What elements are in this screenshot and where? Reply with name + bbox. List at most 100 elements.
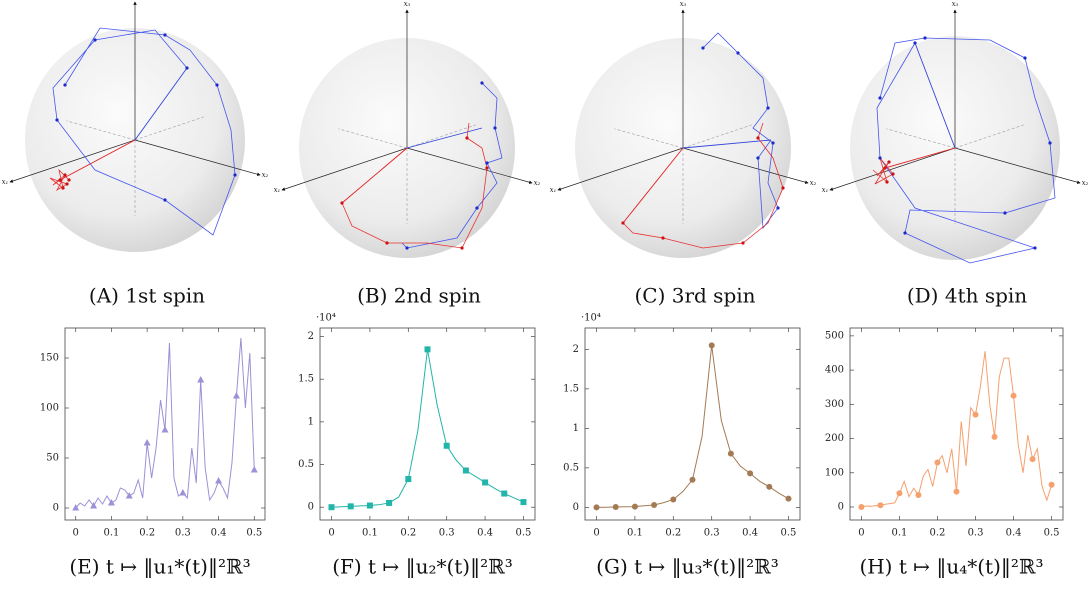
scale-label: ·10⁴: [316, 313, 336, 324]
sphere-panel: x₁ x₂ x₃ (D) 4th spin: [822, 0, 1089, 308]
red-dot: [756, 136, 760, 140]
x-tick-label: 0.4: [742, 528, 758, 539]
red-dot: [465, 136, 469, 140]
axis-label: x₃: [404, 0, 411, 8]
marker: [612, 503, 619, 510]
caption: (D) 4th spin: [907, 284, 1027, 308]
blue-dot: [913, 41, 917, 45]
blue-dot: [63, 83, 67, 87]
y-tick-label: 150: [40, 353, 59, 364]
y-tick-label: 50: [46, 453, 59, 464]
red-vector: [622, 147, 684, 224]
plot-frame: [584, 327, 801, 521]
x-tick-label: 0.1: [362, 528, 378, 539]
blue-dot: [1033, 246, 1037, 250]
blue-vector: [682, 139, 772, 149]
blue-dot: [756, 156, 760, 160]
red-dot: [891, 172, 895, 176]
marker: [520, 499, 527, 506]
axis-label: x₁: [274, 186, 281, 194]
red-dot: [460, 246, 464, 250]
axis-line: [829, 147, 956, 191]
axis-line: [9, 139, 136, 183]
marker: [747, 470, 754, 477]
x-tick-label: 0.4: [211, 528, 227, 539]
plot-frame: [64, 327, 266, 521]
marker: [915, 492, 922, 499]
red-trajectory: [622, 122, 784, 249]
marker: [443, 442, 450, 449]
y-tick-label: 300: [825, 399, 844, 410]
red-dot: [621, 221, 625, 225]
y-tick-label: 0: [573, 502, 579, 513]
scale-label: ·10⁴: [581, 313, 601, 324]
axis-label: x₃: [952, 0, 959, 8]
axis-line: [682, 147, 809, 184]
blue-dot: [1003, 211, 1007, 215]
blue-dot: [903, 231, 907, 235]
marker: [953, 488, 960, 495]
x-tick-label: 0.3: [439, 528, 455, 539]
blue-dot: [405, 246, 409, 250]
marker: [366, 502, 373, 509]
red-dot: [58, 178, 62, 182]
marker: [161, 426, 169, 433]
marker: [179, 489, 187, 496]
axis-hidden: [886, 128, 956, 149]
marker: [424, 346, 431, 353]
axis-line: [134, 139, 261, 176]
axis-line: [281, 147, 408, 191]
blue-dot: [923, 36, 927, 40]
blue-dot: [1048, 141, 1052, 145]
x-tick-label: 0.3: [175, 528, 191, 539]
chart: 0 0.1 0.2 0.3 0.4 0.5 0 0.5 1 1.5 2 ·10⁴ (G) t ↦ ‖u₃…: [563, 313, 801, 580]
data-line: [331, 349, 524, 508]
y-tick-label: 500: [825, 330, 844, 341]
x-tick-label: 0.3: [704, 528, 720, 539]
marker: [90, 502, 98, 509]
axis-label: x₂: [262, 171, 269, 179]
x-tick-label: 0.2: [139, 528, 155, 539]
marker: [143, 439, 151, 446]
red-dot: [887, 160, 891, 164]
axis-hidden: [338, 128, 408, 149]
marker: [72, 504, 80, 511]
x-tick-label: 0.4: [477, 528, 493, 539]
y-tick-label: 2: [308, 331, 314, 342]
marker: [482, 479, 489, 486]
sphere-panel: x₁ x₂ x₃ (C) 3rd spin: [550, 0, 817, 308]
y-tick-label: 0: [838, 501, 844, 512]
caption: (G) t ↦ ‖u₃*(t)‖²ℝ³: [596, 555, 779, 580]
blue-dot: [485, 161, 489, 165]
red-dot: [485, 166, 489, 170]
marker: [877, 502, 884, 509]
blue-dot: [776, 206, 780, 210]
plot-frame: [319, 327, 536, 521]
x-tick-label: 0.4: [1006, 528, 1022, 539]
blue-vector: [134, 67, 188, 141]
blue-dot: [766, 106, 770, 110]
red-dot: [741, 241, 745, 245]
x-tick-label: 0: [73, 528, 79, 539]
marker: [991, 433, 998, 440]
blue-dot: [878, 156, 882, 160]
x-tick-label: 0.5: [246, 528, 262, 539]
marker: [405, 476, 412, 483]
axis-line: [954, 147, 1081, 184]
marker: [197, 376, 205, 383]
y-tick-label: 2: [573, 344, 579, 355]
axis-hidden: [682, 124, 752, 149]
red-dot: [883, 166, 887, 170]
marker: [501, 490, 508, 497]
marker: [727, 450, 734, 457]
marker: [766, 483, 773, 490]
red-dot: [67, 178, 71, 182]
blue-dot: [736, 51, 740, 55]
x-tick-label: 0.1: [627, 528, 643, 539]
blue-dot: [480, 81, 484, 85]
blue-dot: [215, 83, 219, 87]
chart: 0 0.1 0.2 0.3 0.4 0.5 0 0.5 1 1.5 2·10⁴ (F) t ↦ ‖u₂…: [298, 313, 536, 580]
axis-line: [406, 147, 533, 184]
blue-dot: [878, 96, 882, 100]
